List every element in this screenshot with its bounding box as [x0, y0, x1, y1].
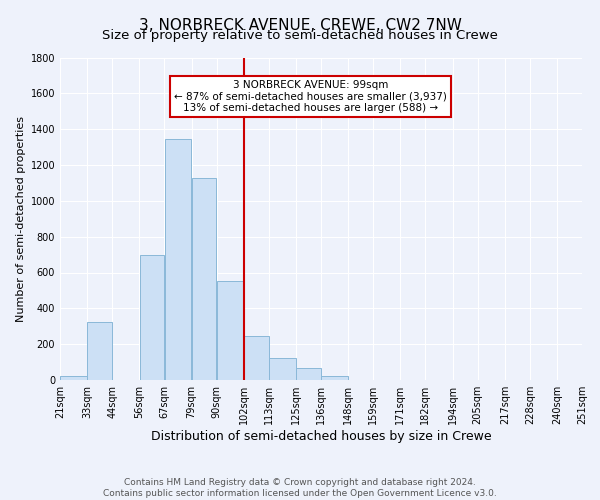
- Text: 3, NORBRECK AVENUE, CREWE, CW2 7NW: 3, NORBRECK AVENUE, CREWE, CW2 7NW: [139, 18, 461, 32]
- X-axis label: Distribution of semi-detached houses by size in Crewe: Distribution of semi-detached houses by …: [151, 430, 491, 443]
- Bar: [88, 322, 112, 380]
- Bar: [296, 368, 321, 380]
- Bar: [140, 256, 164, 380]
- Bar: [217, 282, 244, 380]
- Text: Contains HM Land Registry data © Crown copyright and database right 2024.
Contai: Contains HM Land Registry data © Crown c…: [103, 478, 497, 498]
- Bar: [269, 358, 296, 380]
- Text: Size of property relative to semi-detached houses in Crewe: Size of property relative to semi-detach…: [102, 29, 498, 42]
- Bar: [244, 336, 269, 380]
- Bar: [164, 139, 191, 380]
- Text: 3 NORBRECK AVENUE: 99sqm
← 87% of semi-detached houses are smaller (3,937)
13% o: 3 NORBRECK AVENUE: 99sqm ← 87% of semi-d…: [174, 80, 447, 114]
- Bar: [321, 376, 348, 380]
- Bar: [192, 178, 217, 380]
- Y-axis label: Number of semi-detached properties: Number of semi-detached properties: [16, 116, 26, 322]
- Bar: [60, 376, 87, 380]
